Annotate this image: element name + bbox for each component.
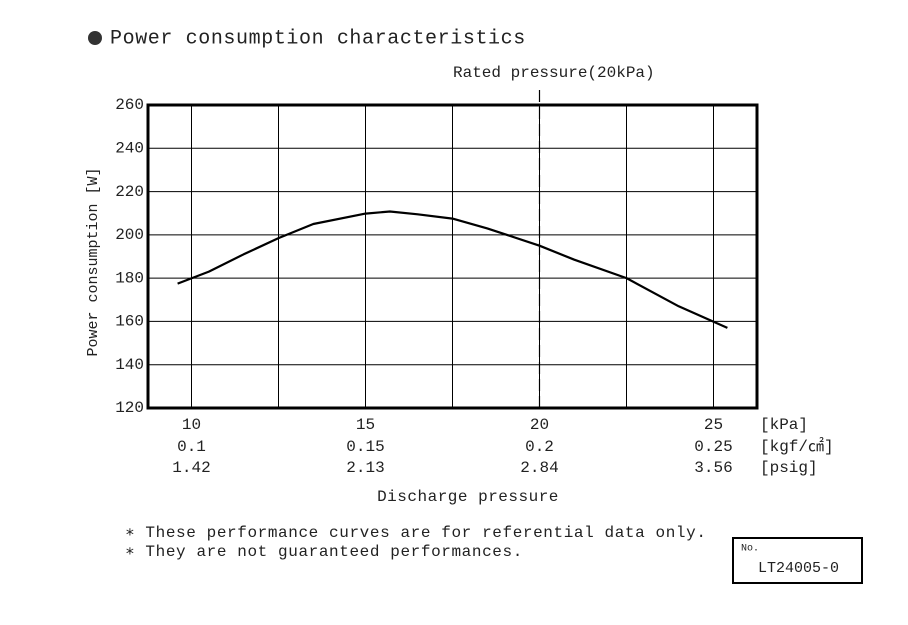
data-line: [177, 210, 728, 329]
doc-no-label: No.: [741, 544, 759, 555]
x-alt-tick-label: 2.13: [346, 459, 384, 477]
x-alt-tick-label: 0.1: [177, 438, 206, 456]
x-alt-tick-label: 0.2: [525, 438, 554, 456]
plot-frame: [146, 103, 759, 410]
y-tick-label: 200: [115, 226, 144, 244]
y-tick-label: 140: [115, 356, 144, 374]
x-tick-label: 15: [356, 416, 375, 434]
x-alt-tick-label: 3.56: [694, 459, 732, 477]
doc-number: LT24005-0: [758, 560, 839, 577]
x-tick-label: 20: [530, 416, 549, 434]
doc-box: [732, 537, 863, 584]
x-alt-tick-label: 0.25: [694, 438, 732, 456]
x-alt-unit: [psig]: [760, 459, 818, 477]
title-bullet: [88, 31, 102, 45]
x-unit: [kPa]: [760, 416, 808, 434]
y-tick-label: 160: [115, 313, 144, 331]
x-axis-label: Discharge pressure: [377, 488, 559, 506]
x-tick-label: 25: [704, 416, 723, 434]
x-alt-tick-label: 1.42: [172, 459, 210, 477]
x-alt-tick-label: 2.84: [520, 459, 558, 477]
y-axis-label: Power consumption [W]: [85, 167, 102, 356]
y-tick-label: 120: [115, 399, 144, 417]
y-tick-label: 260: [115, 96, 144, 114]
x-alt-tick-label: 0.15: [346, 438, 384, 456]
note: ∗ These performance curves are for refer…: [125, 524, 707, 542]
y-tick-label: 220: [115, 183, 144, 201]
x-alt-unit: [kgf/㎠]: [760, 437, 834, 456]
y-tick-label: 240: [115, 140, 144, 158]
note: ∗ They are not guaranteed performances.: [125, 543, 523, 561]
annotation: Rated pressure(20kPa): [453, 64, 655, 82]
x-tick-label: 10: [182, 416, 201, 434]
y-tick-label: 180: [115, 269, 144, 287]
chart-title: Power consumption characteristics: [110, 27, 526, 50]
